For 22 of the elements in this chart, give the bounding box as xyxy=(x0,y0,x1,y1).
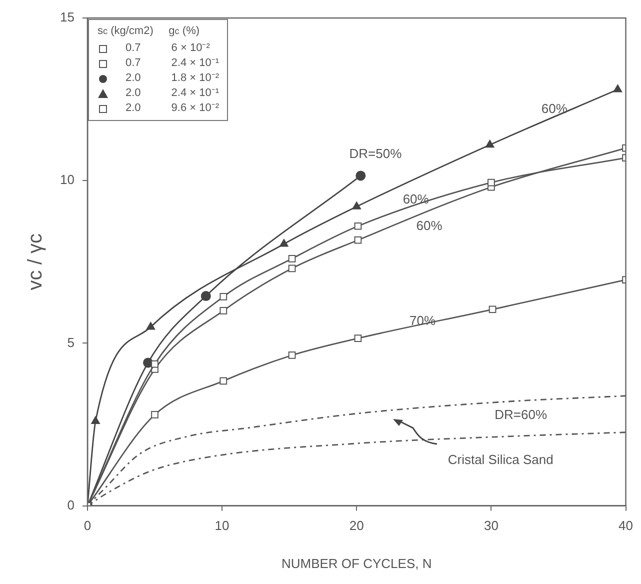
legend-label: 2.0 1.8 × 10⁻² xyxy=(125,71,220,86)
y-tick-label: 10 xyxy=(60,172,74,188)
x-tick-label: 20 xyxy=(349,518,364,534)
annotation: DR=60% xyxy=(494,407,548,422)
y-tick-label: 0 xyxy=(67,497,74,512)
y-tick-label: 15 xyxy=(60,10,74,25)
legend-label: 2.0 2.4 × 10⁻¹ xyxy=(125,86,220,101)
y-axis-title: vc / γc xyxy=(24,234,47,290)
legend-label: 0.7 2.4 × 10⁻¹ xyxy=(125,56,220,71)
x-tick-label: 0 xyxy=(84,518,92,534)
annotation: 60% xyxy=(541,100,568,116)
annotation: 60% xyxy=(402,192,430,207)
x-tick-label: 40 xyxy=(618,518,634,534)
annotation: 60% xyxy=(416,218,443,233)
annotation: DR=50% xyxy=(349,146,402,162)
legend-label: 2.0 9.6 × 10⁻² xyxy=(125,101,220,116)
x-axis-title: NUMBER OF CYCLES, N xyxy=(281,556,432,571)
x-tick-label: 10 xyxy=(214,518,230,534)
y-tick-label: 5 xyxy=(67,334,74,350)
x-tick-label: 30 xyxy=(484,518,498,534)
annotation: Cristal Silica Sand xyxy=(448,452,554,468)
legend-label: 0.7 6 × 10⁻² xyxy=(125,41,210,56)
